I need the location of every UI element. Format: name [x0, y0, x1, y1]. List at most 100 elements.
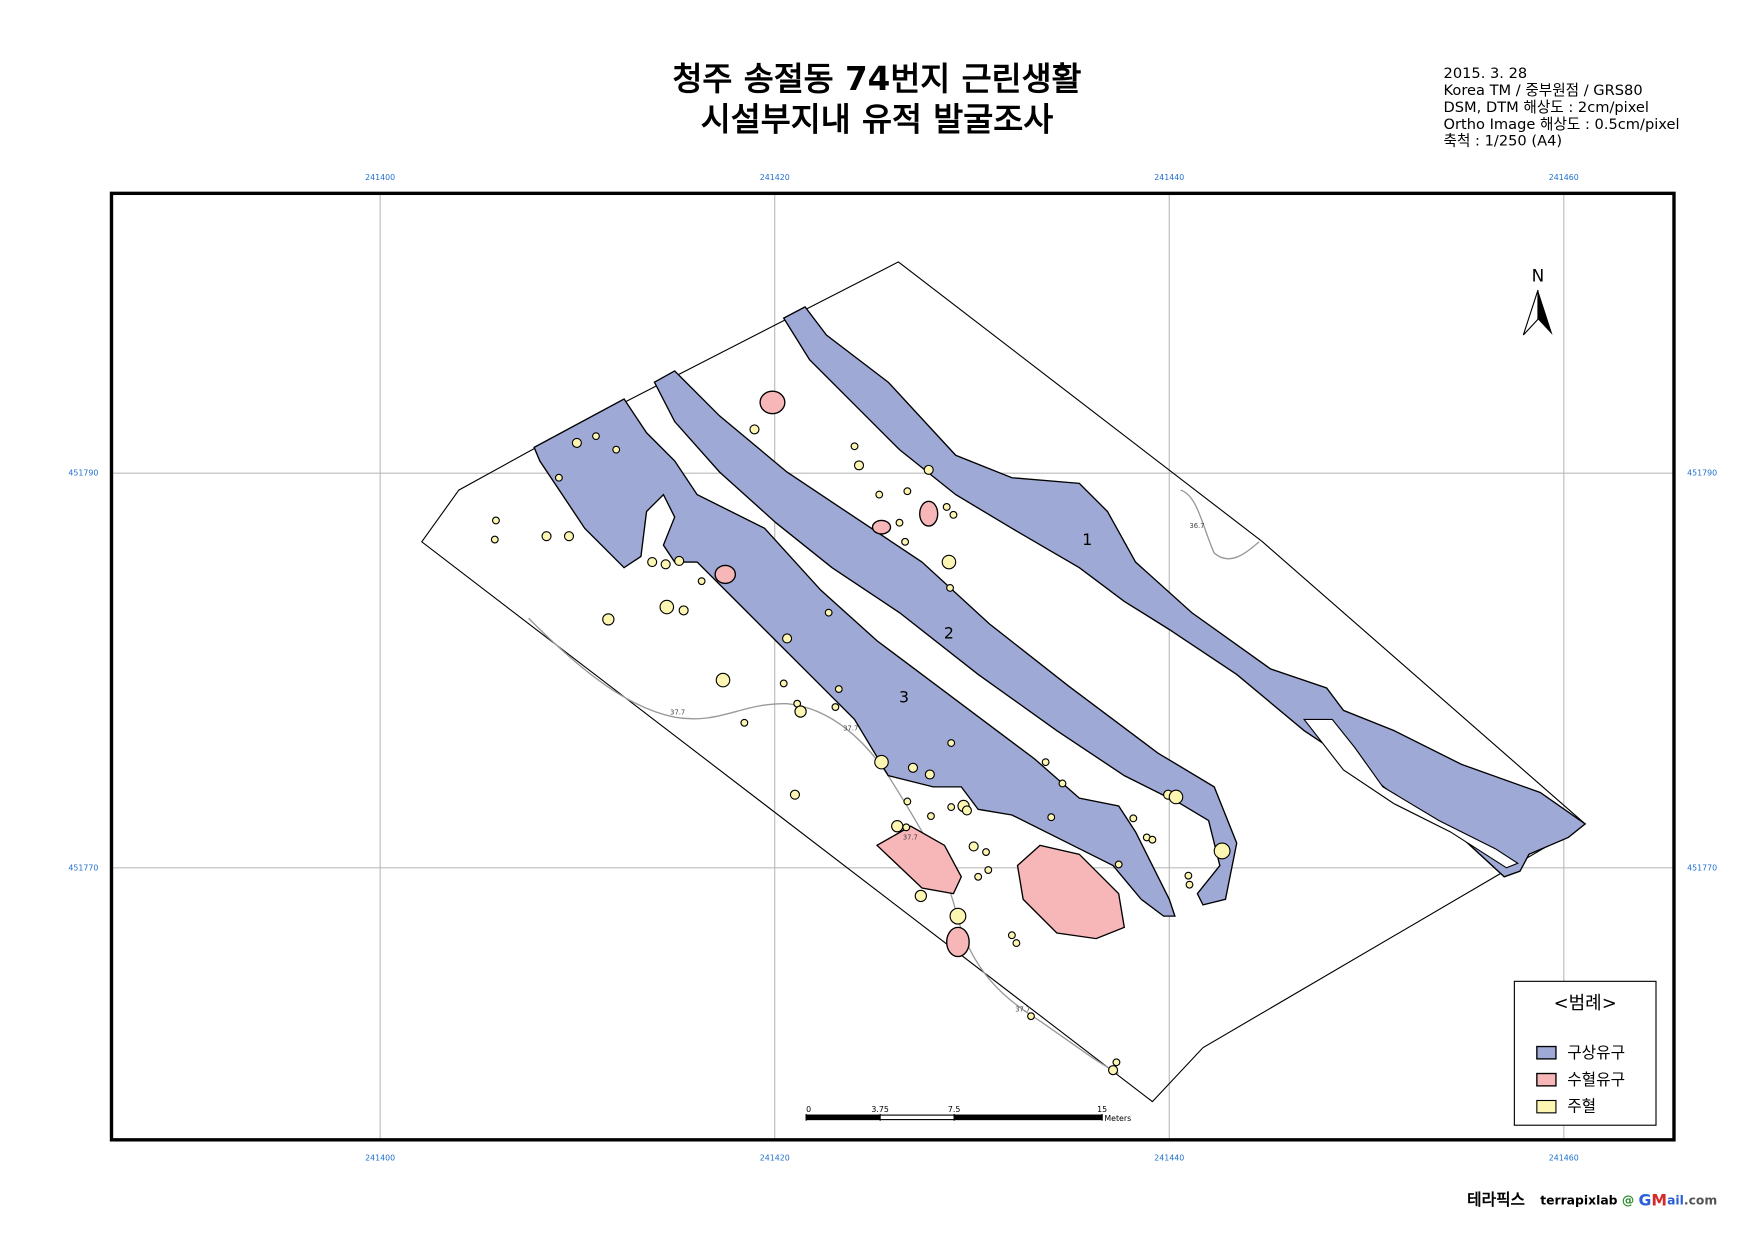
grid-label: 241400: [365, 1153, 395, 1162]
posthole: [984, 866, 993, 874]
posthole: [1058, 779, 1067, 788]
email-part: terrapixlab: [1540, 1193, 1617, 1207]
posthole: [491, 516, 500, 525]
posthole: [1184, 871, 1193, 880]
posthole: [875, 490, 884, 499]
contour-label: 36.7: [1189, 522, 1204, 530]
posthole: [949, 510, 958, 519]
posthole: [715, 672, 731, 688]
posthole: [1108, 1065, 1119, 1076]
legend-swatch: [1536, 1072, 1557, 1087]
pit: [714, 564, 737, 585]
pit: [919, 500, 939, 527]
posthole: [947, 803, 956, 812]
grid-label: 451790: [1687, 469, 1717, 478]
posthole: [740, 718, 749, 727]
title: 시설부지내 유적 발굴조사: [701, 100, 1053, 138]
legend-item: 수혈유구: [1567, 1070, 1625, 1089]
posthole: [779, 679, 788, 688]
contour-labels: 37.7 37.7 37.7 37.7 36.7: [670, 522, 1204, 1013]
posthole: [907, 762, 919, 773]
posthole: [1007, 931, 1016, 940]
posthole: [541, 531, 552, 542]
posthole: [789, 789, 800, 800]
grid: 241400 241400 241420 241420 241440 241440 2414…: [68, 173, 1717, 1162]
grid-label: 451770: [68, 863, 98, 872]
email-part: .com: [1684, 1193, 1717, 1207]
ditch: [533, 398, 1176, 917]
posthole: [612, 445, 621, 454]
contour-label: 37.7: [670, 709, 685, 717]
info-line: Ortho Image 해상도 : 0.5cm/pixel: [1444, 116, 1680, 133]
posthole: [1148, 835, 1157, 844]
scale-segment: [953, 1114, 1103, 1121]
scale-label: 15: [1097, 1105, 1107, 1114]
posthole: [659, 599, 675, 615]
grid-label: 241460: [1549, 173, 1579, 182]
posthole: [968, 841, 979, 852]
posthole: [901, 537, 910, 546]
posthole: [942, 503, 951, 511]
scale-segment: [879, 1114, 955, 1121]
ditch-gap: [1303, 718, 1519, 869]
scale-label: 7.5: [948, 1105, 961, 1114]
email-part: G: [1639, 1190, 1652, 1209]
posthole: [490, 535, 499, 544]
posthole: [749, 424, 760, 435]
footer-brand: 테라픽스: [1467, 1190, 1525, 1209]
north-arrow: N: [1522, 266, 1553, 336]
feature-label: 3: [899, 688, 909, 707]
site-boundary: [420, 261, 1587, 1103]
posthole: [660, 559, 671, 570]
posthole: [1213, 842, 1231, 860]
legend-item: 주혈: [1567, 1097, 1596, 1116]
pit: [871, 519, 892, 535]
grid-label: 451790: [68, 469, 98, 478]
grid-label: 241440: [1154, 1153, 1184, 1162]
posthole: [903, 797, 912, 806]
grid-label: 241440: [1154, 173, 1184, 182]
posthole: [941, 554, 957, 570]
feature-label: 2: [944, 623, 954, 642]
posthole: [903, 487, 912, 496]
scale-label: 3.75: [871, 1105, 889, 1114]
posthole: [947, 739, 956, 747]
north-arrow-left: [1522, 289, 1539, 336]
grid-label: 451770: [1687, 863, 1717, 872]
info: 2015. 3. 28 Korea TM / 중부원점 / GRS80 DSM,…: [1444, 65, 1680, 149]
posthole: [834, 685, 843, 694]
legend-title: <범례>: [1554, 993, 1617, 1014]
posthole: [647, 556, 658, 568]
email-part: M: [1651, 1190, 1667, 1209]
title: 청주 송절동 74번지 근린생활: [672, 60, 1081, 98]
pit: [1016, 844, 1126, 940]
contour-label: 37.7: [843, 724, 858, 732]
posthole: [974, 872, 983, 881]
map-frame: [109, 191, 1676, 1142]
legend-item: 구상유구: [1567, 1043, 1625, 1062]
posthole: [1114, 860, 1123, 869]
posthole: [902, 823, 911, 832]
ditch: [782, 306, 1587, 878]
legend-swatch: [1536, 1045, 1557, 1060]
scale-segment: [805, 1114, 881, 1121]
posthole: [782, 633, 793, 644]
posthole: [1185, 880, 1194, 889]
posthole: [891, 820, 904, 833]
posthole: [982, 848, 990, 856]
grid-label: 241420: [760, 1153, 790, 1162]
posthole: [678, 605, 689, 616]
contour-label: 37.7: [1015, 1005, 1030, 1013]
pit: [759, 390, 786, 415]
footer-email: terrapixlab @ GMail.com: [1540, 1190, 1717, 1209]
pit: [875, 825, 963, 895]
posthole: [853, 460, 865, 471]
posthole: [1012, 939, 1021, 948]
pit: [946, 926, 970, 958]
north-label: N: [1532, 266, 1545, 286]
posthole: [927, 812, 935, 821]
posthole: [794, 705, 807, 718]
posthole: [824, 608, 833, 617]
